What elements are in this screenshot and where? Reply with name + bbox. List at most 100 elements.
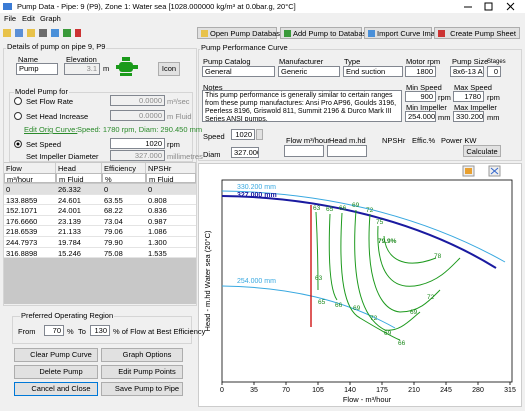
field-label: Max Impeller — [454, 103, 497, 112]
radio-label[interactable]: Set Head Increase — [26, 112, 89, 121]
toolbar-button[interactable]: Import Curve Image — [364, 27, 443, 39]
menu-item[interactable]: Graph — [40, 14, 61, 23]
number-input[interactable]: 130 — [90, 325, 110, 336]
link-text[interactable]: Edit Orig Curve: — [24, 125, 78, 134]
table-header: Flow — [4, 163, 56, 173]
field-label: Type — [344, 57, 361, 66]
table-cell[interactable]: 0.987 — [146, 215, 196, 227]
number-input[interactable]: 1020 — [231, 129, 255, 140]
number-input[interactable]: 900 — [405, 91, 436, 102]
efficiency-label: 66 — [398, 340, 406, 347]
table-cell[interactable]: 244.7973 — [4, 237, 56, 248]
action-button[interactable]: Delete Pump — [14, 365, 98, 379]
action-button[interactable]: Graph Options — [101, 348, 183, 362]
table-cell[interactable]: 24.001 — [56, 205, 102, 216]
table-cell[interactable]: 73.04 — [102, 215, 146, 227]
button-icon — [201, 30, 208, 37]
table-cell[interactable]: 21.133 — [56, 226, 102, 237]
table-cell[interactable]: 1.535 — [146, 247, 196, 259]
table-cell[interactable]: 15.246 — [56, 247, 102, 259]
table-cell[interactable]: 19.784 — [56, 237, 102, 248]
radio-button[interactable] — [14, 140, 22, 148]
table-cell[interactable]: 24.601 — [56, 194, 102, 206]
efficiency-label: 63 — [313, 205, 321, 212]
toolbar-button[interactable]: Add Pump to Database — [280, 27, 371, 39]
efficiency-label: 66 — [339, 205, 347, 212]
radio-button[interactable] — [14, 112, 22, 120]
y-axis-label: Head - m.hd Water sea (20°C) — [203, 230, 212, 332]
table-cell[interactable]: 0 — [4, 184, 56, 195]
table-cell[interactable]: 0 — [102, 184, 146, 195]
group-title: Details of pump on pipe 9, P9 — [6, 42, 107, 51]
toolbar-icons[interactable] — [2, 27, 82, 39]
table-cell[interactable]: 23.139 — [56, 215, 102, 227]
text-input[interactable]: Pump — [16, 63, 58, 75]
action-button[interactable]: Save Pump to Pipe — [101, 382, 183, 396]
table-cell[interactable]: 68.22 — [102, 205, 146, 216]
curve-label: 330.200 mm — [237, 184, 276, 191]
action-button[interactable]: Cancel and Close — [14, 382, 98, 396]
toolbar-button[interactable]: Open Pump Database — [197, 27, 284, 39]
table-cell[interactable]: 26.332 — [56, 184, 102, 195]
action-button[interactable]: Edit Pump Points — [101, 365, 183, 379]
calculate-button[interactable]: Calculate — [463, 145, 501, 157]
title-bar — [0, 0, 525, 13]
radio-label[interactable]: Set Speed — [26, 140, 62, 149]
table-cell[interactable]: 0 — [146, 184, 196, 195]
table-cell[interactable]: 133.8859 — [4, 194, 56, 206]
unit-label: mm — [438, 113, 451, 122]
text-input[interactable]: Generic — [278, 66, 340, 77]
menu-item[interactable]: Edit — [22, 14, 35, 23]
number-input[interactable]: 330.200 — [453, 111, 484, 122]
efficiency-label: 69 — [352, 202, 360, 209]
number-input[interactable]: 0 — [487, 66, 501, 77]
number-input[interactable]: 1800 — [405, 66, 436, 77]
number-input[interactable]: 70 — [44, 325, 64, 336]
menu-item[interactable]: File — [4, 14, 17, 23]
text-input[interactable]: 8x6-13 A90 — [450, 66, 484, 77]
radio-button[interactable] — [14, 97, 22, 105]
group-title: Model Pump for — [14, 87, 69, 96]
field-label: Pump Size — [452, 57, 489, 66]
number-input[interactable]: 0.0000 — [110, 110, 165, 121]
table-cell[interactable]: 79.06 — [102, 226, 146, 237]
table-cell[interactable]: 75.08 — [102, 247, 146, 259]
efficiency-label: 72 — [427, 294, 435, 301]
x-tick-label: 0 — [220, 387, 224, 394]
result-input[interactable] — [284, 145, 324, 157]
icon-button[interactable]: Icon — [158, 62, 180, 76]
table-cell[interactable]: 79.90 — [102, 237, 146, 248]
notes-text[interactable]: This pump performance is generally simil… — [202, 90, 402, 122]
number-input[interactable]: 3.1 — [64, 63, 100, 75]
toolbar-button[interactable]: Create Pump Sheet — [434, 27, 520, 39]
column-label: Flow m³/hour — [286, 136, 330, 145]
table-cell[interactable]: 0.808 — [146, 194, 196, 206]
number-input[interactable]: 254.000 — [405, 111, 436, 122]
app-icon — [3, 3, 12, 10]
table-cell[interactable]: 1.300 — [146, 237, 196, 248]
number-input[interactable]: 327.000 — [231, 147, 259, 158]
table-cell[interactable]: 316.8898 — [4, 247, 56, 259]
window-controls[interactable] — [460, 2, 522, 12]
unit-label: m Fluid — [167, 112, 192, 121]
spinner[interactable] — [256, 129, 263, 140]
table-cell[interactable]: 218.6539 — [4, 226, 56, 237]
action-button[interactable]: Clear Pump Curve — [14, 348, 98, 362]
result-input[interactable] — [327, 145, 367, 157]
efficiency-label: 63 — [315, 275, 323, 282]
table-cell[interactable]: 63.55 — [102, 194, 146, 206]
text-input[interactable]: End suction — [343, 66, 403, 77]
text-input[interactable]: General — [202, 66, 275, 77]
unit-label: m³/sec — [167, 97, 190, 106]
number-input[interactable]: 327.000 — [110, 150, 165, 161]
radio-label[interactable]: Set Flow Rate — [26, 97, 74, 106]
table-cell[interactable]: 1.086 — [146, 226, 196, 237]
number-input[interactable]: 0.0000 — [110, 95, 165, 106]
x-tick-label: 280 — [472, 387, 484, 394]
field-label: Notes — [203, 83, 223, 92]
table-cell[interactable]: 152.1071 — [4, 205, 56, 216]
number-input[interactable]: 1020 — [110, 138, 165, 149]
number-input[interactable]: 1780 — [453, 91, 484, 102]
table-cell[interactable]: 176.6660 — [4, 215, 56, 227]
table-cell[interactable]: 0.836 — [146, 205, 196, 216]
